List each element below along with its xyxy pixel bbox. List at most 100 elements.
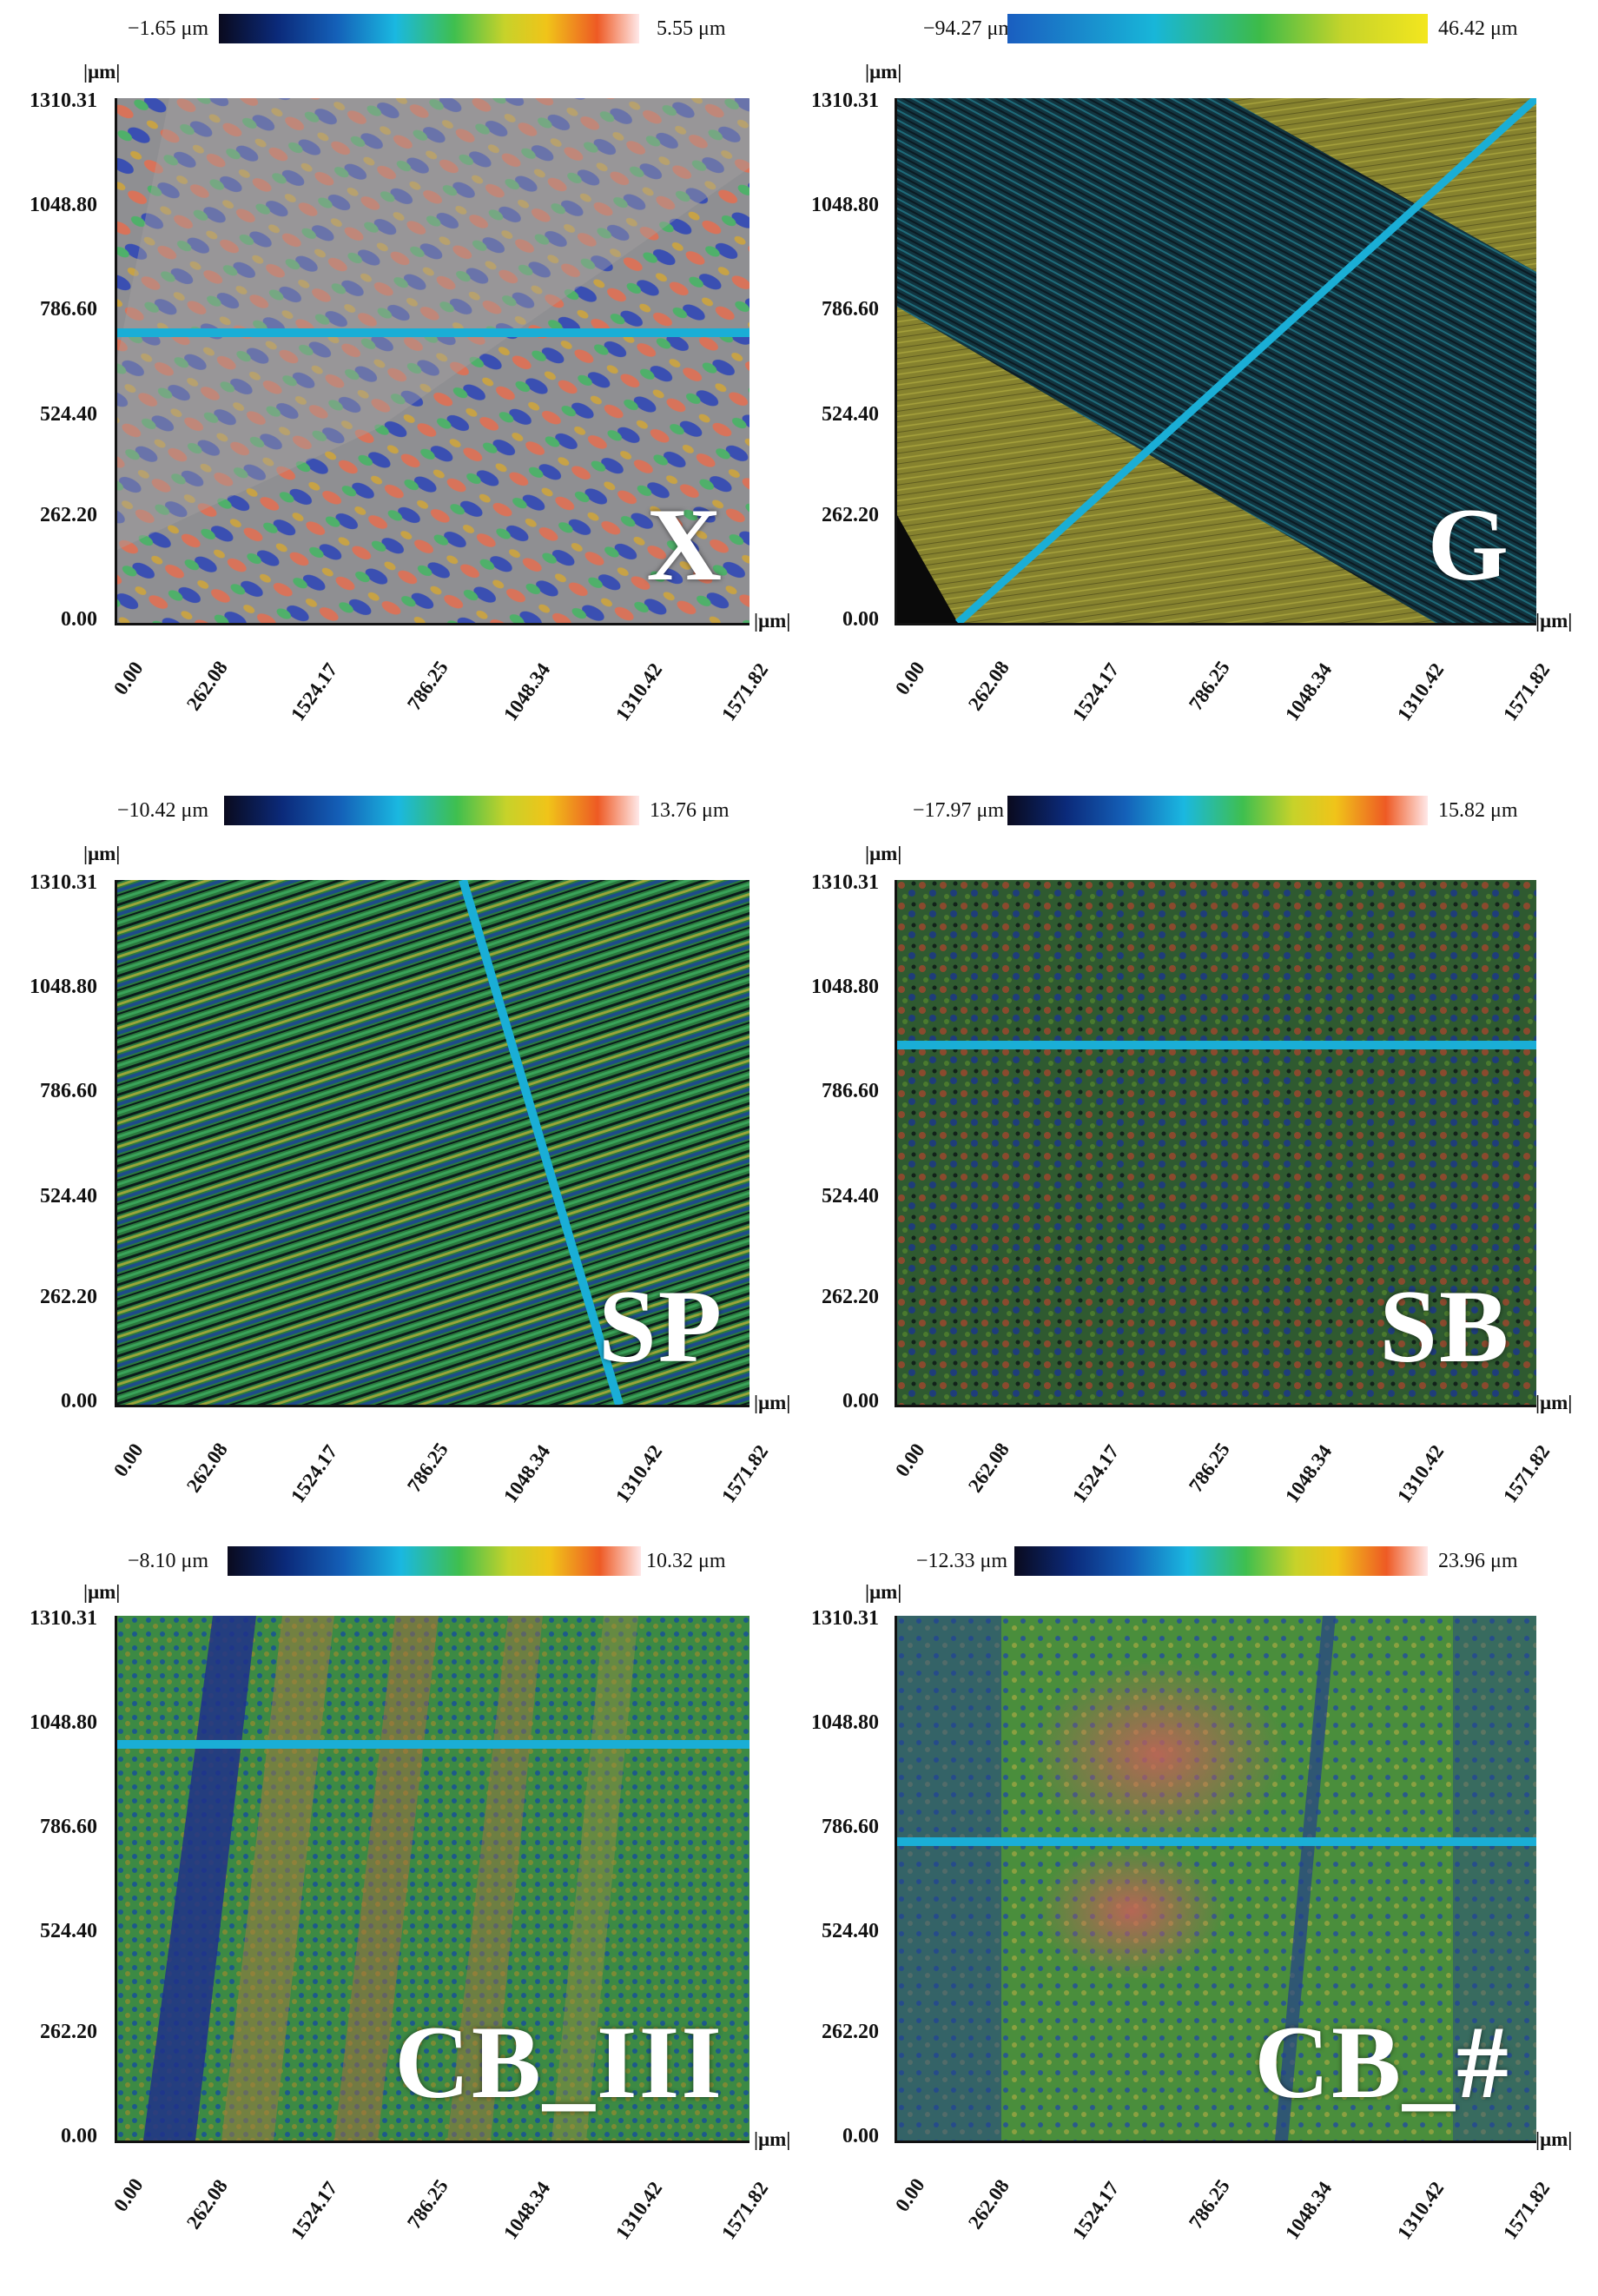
y-tick: 1048.80	[811, 976, 879, 998]
y-tick: 0.00	[842, 2125, 879, 2147]
x-tick: 1571.82	[1499, 2177, 1555, 2244]
x-tick: 0.00	[891, 2174, 929, 2216]
x-tick: 1524.17	[287, 1440, 342, 1507]
y-tick: 786.60	[822, 1080, 879, 1102]
y-tick: 1048.80	[30, 1711, 97, 1734]
surface-texture	[117, 1616, 749, 2141]
sample-label: CB_III	[394, 2004, 723, 2120]
x-tick: 1048.34	[1281, 658, 1337, 725]
colorbar-gradient	[228, 1546, 641, 1576]
y-axis-unit: |μm|	[83, 843, 121, 864]
surface-map: SB	[895, 880, 1536, 1407]
x-tick: 1310.42	[1393, 658, 1449, 725]
colorbar-max-label: 46.42 μm	[1438, 17, 1518, 40]
x-axis-unit: |μm|	[754, 1392, 791, 1413]
y-tick: 262.20	[822, 1286, 879, 1308]
y-tick: 786.60	[40, 298, 97, 321]
x-tick: 1310.42	[611, 1440, 667, 1507]
x-tick: 1048.34	[499, 658, 555, 725]
colorbar: −12.33 μm 23.96 μm	[782, 1546, 1581, 1581]
y-tick: 1048.80	[30, 194, 97, 216]
colorbar: −1.65 μm 5.55 μm	[0, 14, 799, 49]
colorbar-gradient	[1007, 796, 1428, 825]
x-tick: 1310.42	[611, 2177, 667, 2244]
y-tick: 524.40	[40, 403, 97, 426]
x-tick: 262.08	[964, 657, 1014, 715]
colorbar-min-label: −94.27 μm	[922, 17, 1014, 40]
surface-texture	[117, 880, 749, 1405]
y-axis-unit: |μm|	[865, 1581, 902, 1603]
panel-x: −1.65 μm 5.55 μm |μm| 1310.31 1048.80 78…	[0, 0, 799, 755]
x-tick: 262.08	[182, 1439, 232, 1497]
colorbar-min-label: −17.97 μm	[912, 799, 1004, 822]
y-tick: 786.60	[40, 1816, 97, 1838]
x-tick: 786.25	[1185, 2175, 1234, 2233]
surface-texture	[897, 880, 1536, 1405]
y-tick: 262.20	[40, 2021, 97, 2043]
colorbar: −10.42 μm 13.76 μm	[0, 796, 799, 830]
y-tick: 786.60	[822, 1816, 879, 1838]
colorbar-max-label: 10.32 μm	[646, 1550, 726, 1572]
y-tick: 1048.80	[811, 1711, 879, 1734]
surface-texture	[897, 1616, 1536, 2141]
colorbar-max-label: 13.76 μm	[650, 799, 730, 822]
surface-map: CB_III	[115, 1616, 749, 2143]
x-tick: 1571.82	[717, 2177, 773, 2244]
x-tick: 786.25	[1185, 657, 1234, 715]
profile-line	[954, 98, 1536, 623]
y-tick: 0.00	[61, 608, 97, 631]
x-tick: 1524.17	[1068, 658, 1124, 725]
surface-map: G	[895, 98, 1536, 625]
y-tick: 1310.31	[811, 1607, 879, 1630]
colorbar-min-label: −8.10 μm	[127, 1550, 208, 1572]
x-tick: 0.00	[891, 1439, 929, 1481]
sample-label: SP	[598, 1268, 723, 1384]
colorbar-max-label: 15.82 μm	[1438, 799, 1518, 822]
y-tick: 0.00	[61, 1390, 97, 1413]
sample-label: CB_#	[1254, 2004, 1510, 2120]
x-axis-unit: |μm|	[1535, 610, 1573, 632]
x-tick: 1524.17	[1068, 2177, 1124, 2244]
y-tick: 524.40	[40, 1185, 97, 1208]
x-tick: 262.08	[182, 2175, 232, 2233]
x-tick: 786.25	[403, 1439, 452, 1497]
y-axis-unit: |μm|	[865, 843, 902, 864]
y-tick: 524.40	[822, 1920, 879, 1942]
x-tick: 0.00	[891, 658, 929, 699]
y-tick: 524.40	[822, 1185, 879, 1208]
panel-cb-iii: −8.10 μm 10.32 μm |μm| 1310.31 1048.80 7…	[0, 1541, 799, 2296]
y-tick: 262.20	[40, 1286, 97, 1308]
surface-map: X	[115, 98, 749, 625]
x-tick: 262.08	[964, 2175, 1014, 2233]
x-tick: 1571.82	[717, 658, 773, 725]
y-tick: 524.40	[822, 403, 879, 426]
profile-line	[459, 880, 624, 1405]
x-tick: 1571.82	[1499, 658, 1555, 725]
x-tick: 786.25	[403, 2175, 452, 2233]
x-axis-unit: |μm|	[754, 610, 791, 632]
y-tick: 1048.80	[811, 194, 879, 216]
sample-label: X	[646, 486, 723, 602]
x-axis-unit: |μm|	[754, 2128, 791, 2150]
y-tick: 1310.31	[811, 89, 879, 112]
x-tick: 1524.17	[287, 658, 342, 725]
x-tick: 786.25	[1185, 1439, 1234, 1497]
x-tick: 0.00	[109, 1439, 148, 1481]
y-tick: 262.20	[822, 2021, 879, 2043]
panel-cb-hash: −12.33 μm 23.96 μm |μm| 1310.31 1048.80 …	[782, 1541, 1581, 2296]
y-tick: 786.60	[822, 298, 879, 321]
colorbar-max-label: 23.96 μm	[1438, 1550, 1518, 1572]
y-tick: 1310.31	[811, 871, 879, 894]
colorbar-min-label: −1.65 μm	[127, 17, 208, 40]
colorbar: −94.27 μm 46.42 μm	[782, 14, 1581, 49]
y-tick: 262.20	[822, 504, 879, 526]
surface-map: SP	[115, 880, 749, 1407]
x-tick: 1048.34	[499, 1440, 555, 1507]
colorbar-gradient	[1014, 1546, 1428, 1576]
y-tick: 0.00	[842, 608, 879, 631]
y-axis-unit: |μm|	[865, 61, 902, 83]
colorbar-min-label: −10.42 μm	[116, 799, 208, 822]
x-tick: 1524.17	[1068, 1440, 1124, 1507]
x-tick: 0.00	[109, 2174, 148, 2216]
x-axis-unit: |μm|	[1535, 1392, 1573, 1413]
